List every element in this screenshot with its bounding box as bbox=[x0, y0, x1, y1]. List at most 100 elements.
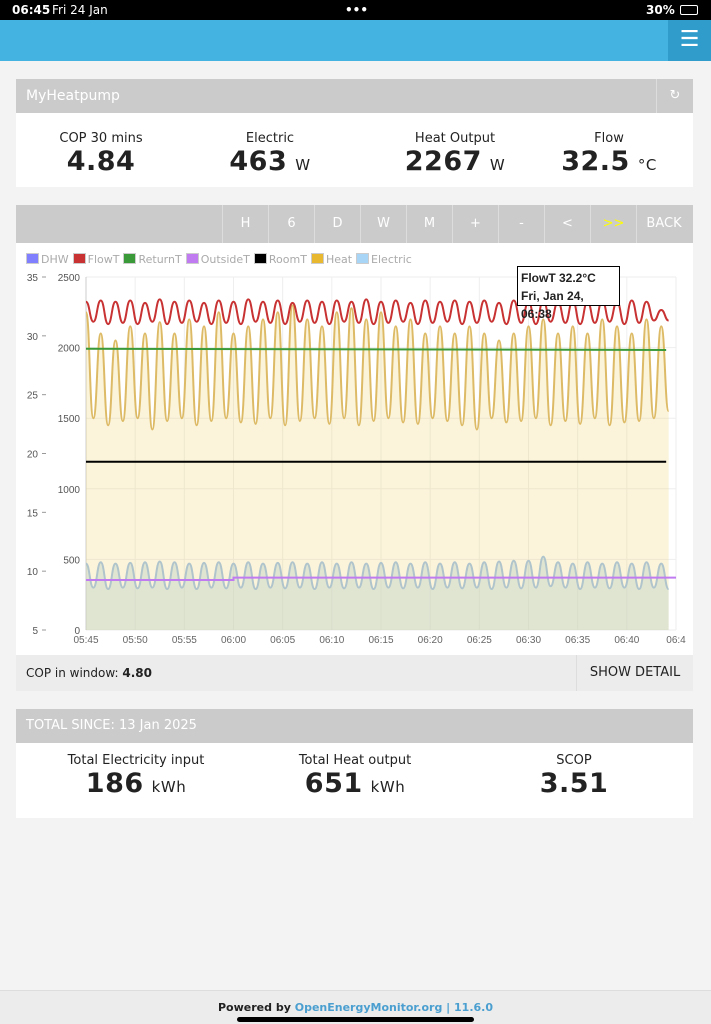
show-detail-button[interactable]: SHOW DETAIL bbox=[576, 655, 693, 691]
app-header: ☰ bbox=[0, 20, 711, 61]
toolbar-button-8[interactable]: >> bbox=[590, 205, 636, 243]
x-tick-label: 06:00 bbox=[221, 635, 246, 646]
x-tick-label: 06:05 bbox=[270, 635, 295, 646]
y-right-tick-label: 2000 bbox=[58, 344, 81, 355]
refresh-icon[interactable]: ↻ bbox=[656, 79, 693, 113]
x-tick-label: 05:45 bbox=[73, 635, 98, 646]
footer-prefix: Powered by bbox=[218, 1001, 295, 1014]
footer-sep: | bbox=[442, 1001, 455, 1014]
stat-label: Electric bbox=[245, 131, 295, 146]
legend-item-roomt[interactable]: RoomT bbox=[253, 253, 307, 266]
cop-window-label: COP in window: bbox=[26, 666, 119, 680]
title-bar: MyHeatpump ↻ bbox=[16, 79, 693, 113]
legend-item-outsidet[interactable]: OutsideT bbox=[185, 253, 250, 266]
stats-panel: COP 30 mins 4.84 Electric 463 W Heat Output 22… bbox=[16, 113, 693, 187]
stat-value: 463 bbox=[229, 146, 288, 177]
toolbar-button-2[interactable]: D bbox=[314, 205, 360, 243]
stat-3: Flow 32.5 °C bbox=[529, 131, 689, 177]
x-tick-label: 05:55 bbox=[172, 635, 197, 646]
x-tick-label: 06:35 bbox=[565, 635, 590, 646]
total-value: 3.51 bbox=[539, 768, 609, 799]
electric-area bbox=[86, 556, 669, 630]
legend-swatch bbox=[253, 253, 267, 264]
total-value: 651 bbox=[304, 768, 363, 799]
tooltip-value: FlowT 32.2°C bbox=[521, 271, 596, 285]
toolbar-button-1[interactable]: 6 bbox=[268, 205, 314, 243]
date: Fri 24 Jan bbox=[52, 3, 108, 17]
stat-2: Heat Output 2267 W bbox=[375, 131, 535, 177]
total-unit: kWh bbox=[151, 778, 187, 796]
total-label: Total Heat output bbox=[298, 753, 412, 768]
chart-legend: DHW FlowT ReturnT OutsideT RoomT Heat Electric bbox=[26, 253, 412, 266]
legend-item-returnt[interactable]: ReturnT bbox=[123, 253, 182, 266]
stat-unit: W bbox=[295, 156, 311, 174]
toolbar-button-9[interactable]: BACK bbox=[636, 205, 691, 243]
cop-window-bar: COP in window: 4.80 SHOW DETAIL bbox=[16, 655, 693, 691]
stat-label: Flow bbox=[594, 131, 624, 146]
legend-label: DHW bbox=[41, 253, 69, 266]
x-tick-label: 06:15 bbox=[368, 635, 393, 646]
heat-area bbox=[86, 305, 669, 630]
y-right-tick-label: 500 bbox=[63, 555, 80, 566]
total-1: Total Heat output 651 kWh bbox=[245, 753, 465, 799]
toolbar-button-5[interactable]: + bbox=[452, 205, 498, 243]
y-left-tick-label: 35 bbox=[27, 273, 39, 284]
stat-value: 32.5 bbox=[561, 146, 630, 177]
legend-label: Electric bbox=[371, 253, 412, 266]
toolbar-button-6[interactable]: - bbox=[498, 205, 544, 243]
total-value: 186 bbox=[85, 768, 144, 799]
home-indicator bbox=[237, 1017, 474, 1022]
stat-unit: °C bbox=[637, 156, 657, 174]
y-left-tick-label: 15 bbox=[27, 508, 39, 519]
legend-item-electric[interactable]: Electric bbox=[356, 253, 412, 266]
legend-label: OutsideT bbox=[200, 253, 250, 266]
total-label: SCOP bbox=[556, 753, 592, 768]
x-tick-label: 06:4 bbox=[666, 635, 686, 646]
returnt-line bbox=[85, 347, 667, 351]
clock: 06:45 bbox=[12, 3, 51, 17]
total-0: Total Electricity input 186 kWh bbox=[26, 753, 246, 799]
legend-swatch bbox=[123, 253, 137, 264]
toolbar-button-4[interactable]: M bbox=[406, 205, 452, 243]
cop-window-value: 4.80 bbox=[122, 666, 152, 680]
battery-level: 30% bbox=[646, 3, 675, 17]
legend-item-dhw[interactable]: DHW bbox=[26, 253, 69, 266]
y-right-tick-label: 1000 bbox=[58, 485, 81, 496]
y-left-tick-label: 20 bbox=[27, 450, 39, 461]
x-tick-label: 06:25 bbox=[467, 635, 492, 646]
total-2: SCOP 3.51 bbox=[464, 753, 684, 799]
total-unit: kWh bbox=[370, 778, 406, 796]
electric-line bbox=[85, 555, 670, 591]
tooltip-time: Fri, Jan 24, 06:38 bbox=[521, 289, 584, 321]
stat-label: COP 30 mins bbox=[59, 131, 143, 146]
heat-line bbox=[85, 304, 670, 431]
stat-value: 4.84 bbox=[66, 146, 136, 177]
battery-icon bbox=[680, 5, 698, 15]
tooltip: FlowT 32.2°C Fri, Jan 24, 06:38 bbox=[517, 266, 620, 321]
y-right-tick-label: 1500 bbox=[58, 414, 81, 425]
hamburger-icon[interactable]: ☰ bbox=[668, 20, 711, 61]
app-title: MyHeatpump bbox=[26, 88, 120, 104]
legend-item-flowt[interactable]: FlowT bbox=[72, 253, 119, 266]
x-tick-label: 06:20 bbox=[418, 635, 443, 646]
stat-label: Heat Output bbox=[414, 131, 496, 146]
footer: Powered by OpenEnergyMonitor.org | 11.6.… bbox=[0, 990, 711, 1024]
dots-icon: ••• bbox=[345, 3, 369, 17]
x-tick-label: 05:50 bbox=[123, 635, 148, 646]
totals-panel: Total Electricity input 186 kWh Total Heat … bbox=[16, 743, 693, 818]
toolbar-button-3[interactable]: W bbox=[360, 205, 406, 243]
totals-bar: TOTAL SINCE: 13 Jan 2025 bbox=[16, 709, 693, 743]
outsidet-line bbox=[86, 576, 676, 581]
legend-swatch bbox=[185, 253, 199, 264]
legend-item-heat[interactable]: Heat bbox=[310, 253, 352, 266]
y-left-tick-label: 5 bbox=[32, 626, 38, 637]
chart: 05:45 05:50 05:55 06:00 06:05 06:10 06:15 06:20… bbox=[27, 273, 686, 646]
x-tick-label: 06:10 bbox=[319, 635, 344, 646]
stat-unit: W bbox=[489, 156, 506, 174]
toolbar-button-0[interactable]: H bbox=[222, 205, 268, 243]
oem-link[interactable]: OpenEnergyMonitor.org bbox=[294, 1001, 443, 1014]
version-link[interactable]: 11.6.0 bbox=[454, 1001, 493, 1014]
y-right-tick-label: 2500 bbox=[58, 273, 81, 284]
stat-value: 2267 bbox=[404, 146, 482, 177]
toolbar-button-7[interactable]: < bbox=[544, 205, 590, 243]
